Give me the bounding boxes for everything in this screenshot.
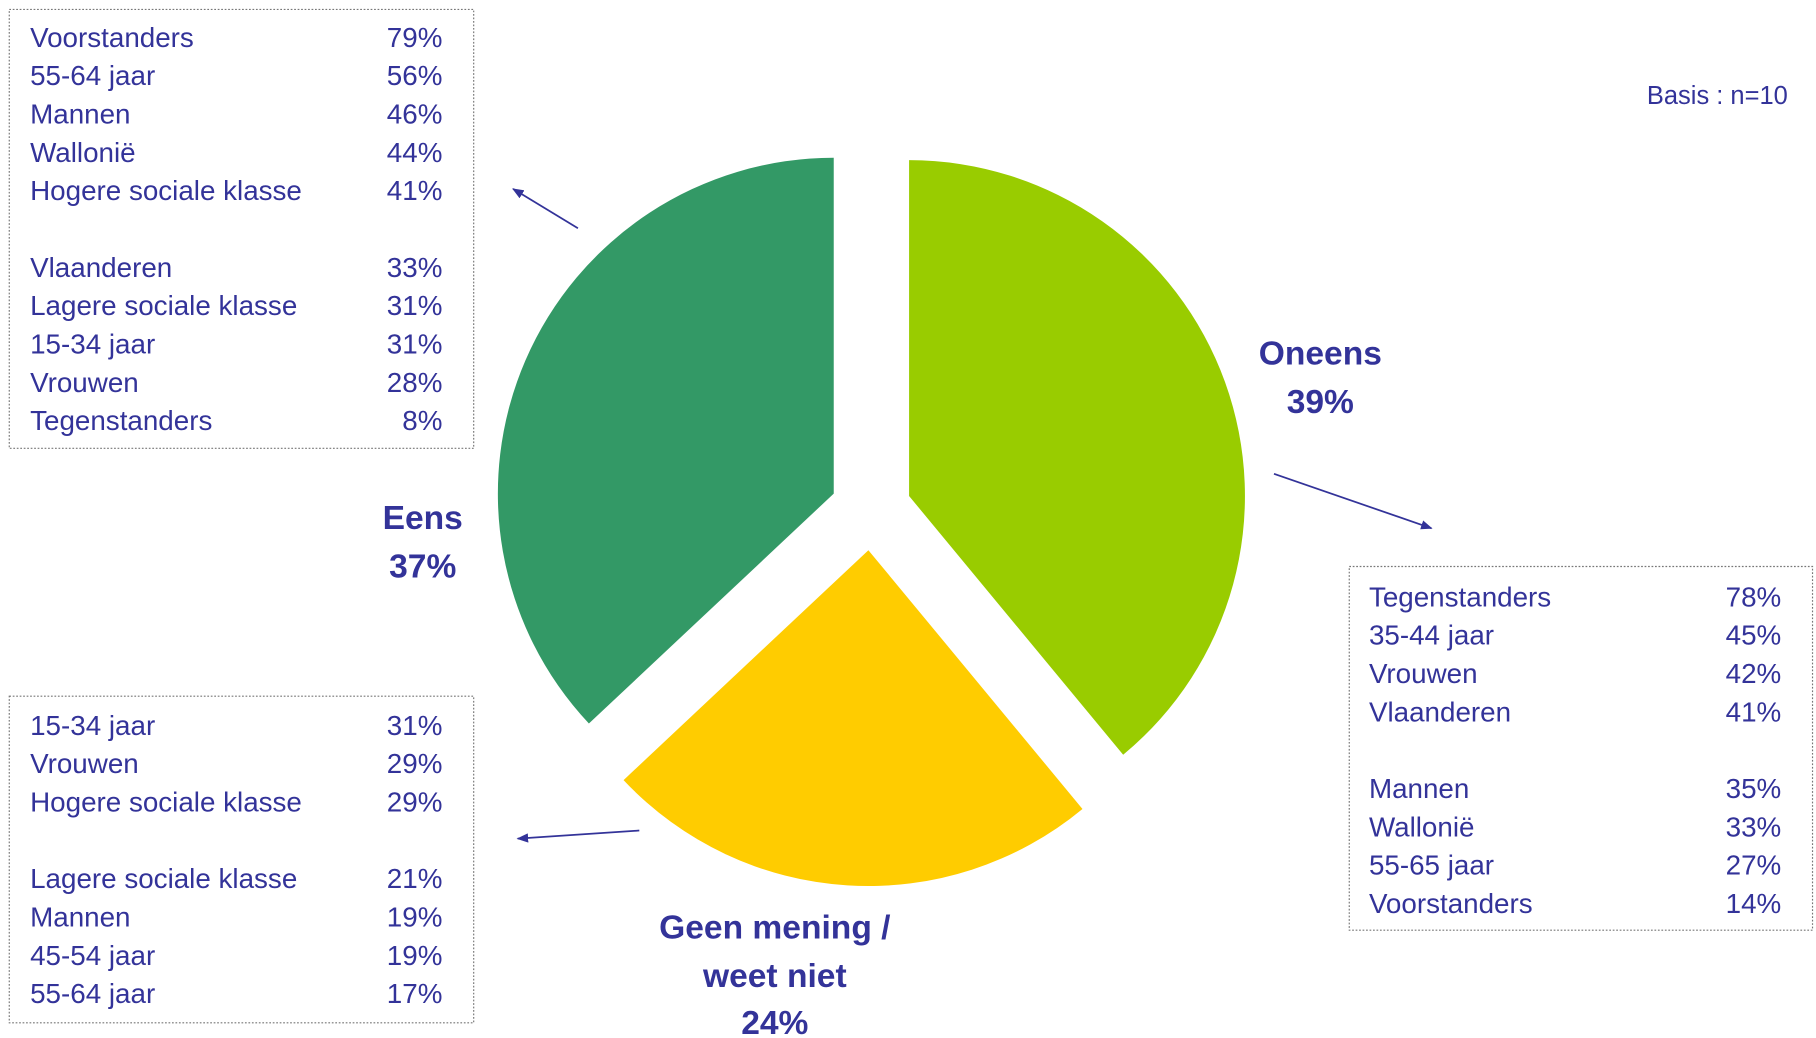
row-value: 33% [1726, 811, 1782, 842]
pie-slice [623, 550, 1083, 887]
row-value: 14% [1726, 888, 1782, 919]
row-value: 35% [1726, 773, 1782, 804]
row-value: 29% [387, 748, 443, 779]
row-label: Tegenstanders [30, 405, 212, 436]
row-label: 15-34 jaar [30, 710, 155, 741]
row-label: Hogere sociale klasse [30, 786, 302, 817]
slice-label: Geen mening / weet niet [659, 909, 891, 996]
tables: Voorstanders 79% 55-64 jaar 56% Mannen 46% Wal… [30, 22, 1781, 1009]
row-value: 33% [387, 252, 443, 283]
slice-label-box: Geen mening / weet niet [659, 909, 891, 996]
slice-value-label: 39% [1287, 384, 1354, 421]
row-label: 55-64 jaar [30, 60, 155, 91]
row-label: Wallonië [1369, 811, 1475, 842]
slice-label: Eens [383, 500, 463, 537]
row-label: 55-64 jaar [30, 978, 155, 1009]
breakdown-box [8, 695, 475, 1024]
arrow [516, 829, 640, 843]
row-value: 42% [1726, 658, 1782, 689]
slice-label: Oneens [1259, 336, 1382, 373]
row-label: Tegenstanders [1369, 581, 1551, 612]
arrow [1273, 473, 1433, 530]
row-value: 56% [387, 60, 443, 91]
arrow [512, 188, 579, 230]
row-label: 15-34 jaar [30, 329, 155, 360]
slice-value-label: 24% [741, 1005, 808, 1038]
row-value: 45% [1726, 620, 1782, 651]
row-label: Hogere sociale klasse [30, 175, 302, 206]
row-value: 19% [387, 940, 443, 971]
row-value: 29% [387, 786, 443, 817]
pie: Oneens 39% Geen mening / weet niet 24% Eens 3… [383, 157, 1382, 1038]
base-note: Basis : n=10 [1647, 82, 1788, 110]
row-value: 21% [387, 863, 443, 894]
row-label: Vrouwen [30, 748, 139, 779]
row-value: 31% [387, 329, 443, 360]
row-label: Vrouwen [30, 367, 139, 398]
row-label: Mannen [30, 99, 130, 130]
row-value: 31% [387, 710, 443, 741]
row-value: 44% [387, 137, 443, 168]
row-label: 55-65 jaar [1369, 850, 1494, 881]
row-value: 46% [387, 99, 443, 130]
row-label: Voorstanders [1369, 888, 1533, 919]
row-label: 35-44 jaar [1369, 620, 1494, 651]
slice-value-label: 37% [389, 549, 456, 586]
row-label: Vlaanderen [30, 252, 172, 283]
pie-slice [497, 157, 834, 724]
pie-slice [909, 160, 1245, 755]
row-value: 8% [402, 405, 442, 436]
row-label: Vlaanderen [1369, 696, 1511, 727]
row-label: Voorstanders [30, 22, 194, 53]
row-value: 17% [387, 978, 443, 1009]
row-value: 79% [387, 22, 443, 53]
row-value: 41% [1726, 696, 1782, 727]
row-label: Vrouwen [1369, 658, 1478, 689]
row-value: 28% [387, 367, 443, 398]
row-label: Mannen [1369, 773, 1469, 804]
row-label: Lagere sociale klasse [30, 863, 297, 894]
row-label: Mannen [30, 901, 130, 932]
row-label: Lagere sociale klasse [30, 290, 297, 321]
row-value: 78% [1726, 581, 1782, 612]
row-label: Wallonië [30, 137, 136, 168]
row-value: 41% [387, 175, 443, 206]
row-value: 19% [387, 901, 443, 932]
row-value: 27% [1726, 850, 1782, 881]
row-label: 45-54 jaar [30, 940, 155, 971]
row-value: 31% [387, 290, 443, 321]
